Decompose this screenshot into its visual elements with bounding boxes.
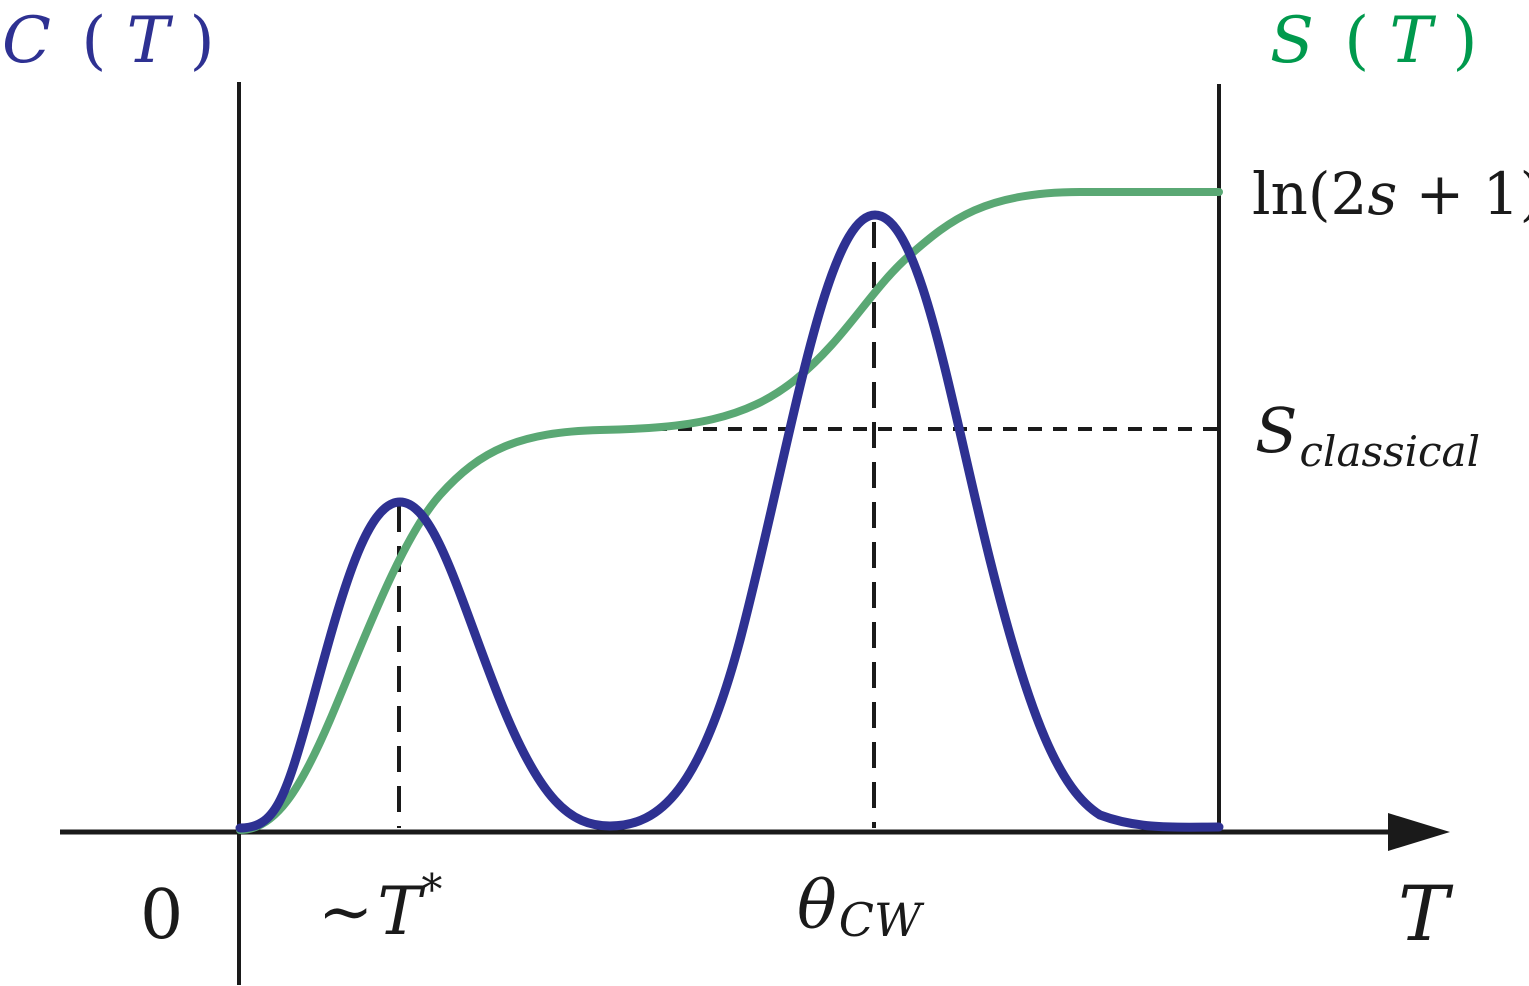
c-axis-close-paren: ) (190, 4, 215, 78)
t-star-var: T (377, 873, 426, 950)
t-axis-arrowhead (1388, 813, 1450, 851)
theta-cw-var: θ (797, 867, 837, 944)
ln-limit-rest: + 1) (1397, 160, 1529, 228)
heat-capacity-curve (235, 210, 1224, 833)
c-axis-open-paren: ( (81, 4, 106, 78)
s-axis-open-paren: ( (1344, 4, 1369, 78)
s-axis-letter: S (1270, 4, 1314, 78)
ln-limit-var: s (1367, 160, 1397, 228)
theta-cw-sub: CW (839, 893, 925, 947)
c-axis-var: T (127, 4, 174, 78)
s-axis-close-paren: ) (1453, 4, 1478, 78)
c-axis-label: C ( T ) (2, 4, 215, 78)
ln-limit-label: ln(2s + 1) (1252, 160, 1529, 228)
t-star-sup: * (421, 865, 442, 914)
s-classical-sub: classical (1299, 427, 1480, 476)
c-axis-letter: C (2, 4, 51, 78)
s-axis-var: T (1390, 4, 1437, 78)
t-axis-label: T (1398, 869, 1454, 958)
s-axis-label: S ( T ) (1270, 4, 1478, 78)
t-star-tilde: ∼ (318, 873, 373, 950)
s-classical-var: S (1255, 394, 1297, 467)
theta-cw-label: θCW (797, 867, 925, 947)
t-star-label: ∼T* (318, 865, 442, 950)
ln-limit-fn: ln(2 (1252, 160, 1367, 228)
origin-label: 0 (140, 876, 183, 955)
s-classical-label: Sclassical (1255, 394, 1480, 476)
